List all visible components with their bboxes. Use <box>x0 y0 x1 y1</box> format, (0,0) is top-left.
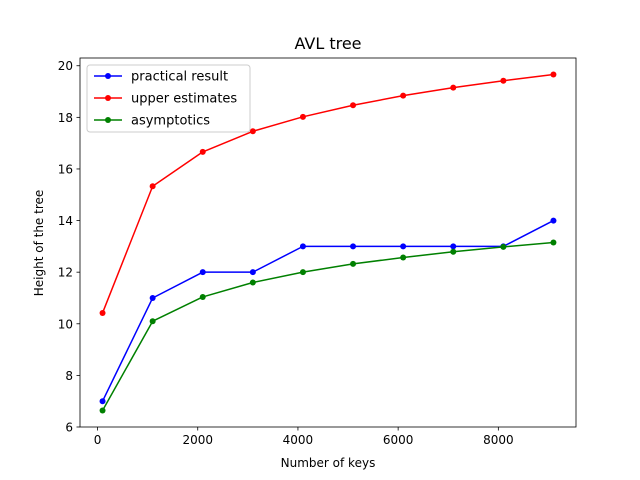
y-tick-label: 10 <box>58 317 73 331</box>
axes: 0 2000 4000 6000 8000 6 8 10 12 14 16 18 20 <box>58 57 577 447</box>
data-point <box>249 269 256 276</box>
data-point <box>350 102 357 109</box>
data-point <box>249 128 256 135</box>
data-point <box>99 398 106 405</box>
data-point <box>550 71 557 78</box>
y-tick-label: 6 <box>65 421 73 435</box>
legend-marker <box>105 73 111 79</box>
data-point <box>350 243 357 250</box>
legend: practical result upper estimates asymptoti… <box>86 64 251 133</box>
data-point <box>400 243 407 250</box>
legend-label: practical result <box>131 70 228 85</box>
data-point <box>149 318 156 325</box>
data-point <box>199 269 206 276</box>
y-tick-label: 12 <box>58 266 73 280</box>
data-point <box>249 279 256 286</box>
legend-marker <box>105 117 111 123</box>
plot-area <box>99 71 557 414</box>
data-point <box>550 239 557 246</box>
x-tick-label: 2000 <box>182 433 213 447</box>
legend-box <box>86 64 251 133</box>
data-point <box>149 294 156 301</box>
data-point <box>500 243 507 250</box>
data-point <box>99 407 106 414</box>
x-tick-label: 0 <box>94 433 102 447</box>
data-point <box>450 248 457 255</box>
y-tick-label: 14 <box>58 214 73 228</box>
y-axis-label: Height of the tree <box>32 190 46 297</box>
data-point <box>199 293 206 300</box>
x-tick-label: 8000 <box>483 433 514 447</box>
series-line <box>101 241 554 411</box>
y-tick-label: 18 <box>58 111 73 125</box>
data-point <box>299 113 306 120</box>
data-point <box>500 77 507 84</box>
data-point <box>299 269 306 276</box>
data-point <box>400 92 407 99</box>
y-tick-label: 20 <box>58 59 73 73</box>
series-line <box>101 73 554 314</box>
x-axis-label: Number of keys <box>281 456 376 470</box>
data-point <box>299 243 306 250</box>
data-point <box>450 84 457 91</box>
y-tick-label: 16 <box>58 162 73 176</box>
legend-label: upper estimates <box>131 92 237 107</box>
x-tick-label: 6000 <box>383 433 414 447</box>
data-point <box>199 148 206 155</box>
plot-frame <box>79 57 577 428</box>
chart-title: AVL tree <box>294 34 361 53</box>
data-point <box>149 183 156 190</box>
data-point <box>350 260 357 267</box>
data-point <box>99 309 106 316</box>
legend-marker <box>105 95 111 101</box>
series-line <box>101 219 554 402</box>
data-point <box>550 217 557 224</box>
legend-label: asymptotics <box>131 114 210 129</box>
y-tick-label: 8 <box>65 369 73 383</box>
data-point <box>400 254 407 261</box>
data-point <box>450 243 457 250</box>
x-tick-label: 4000 <box>283 433 314 447</box>
